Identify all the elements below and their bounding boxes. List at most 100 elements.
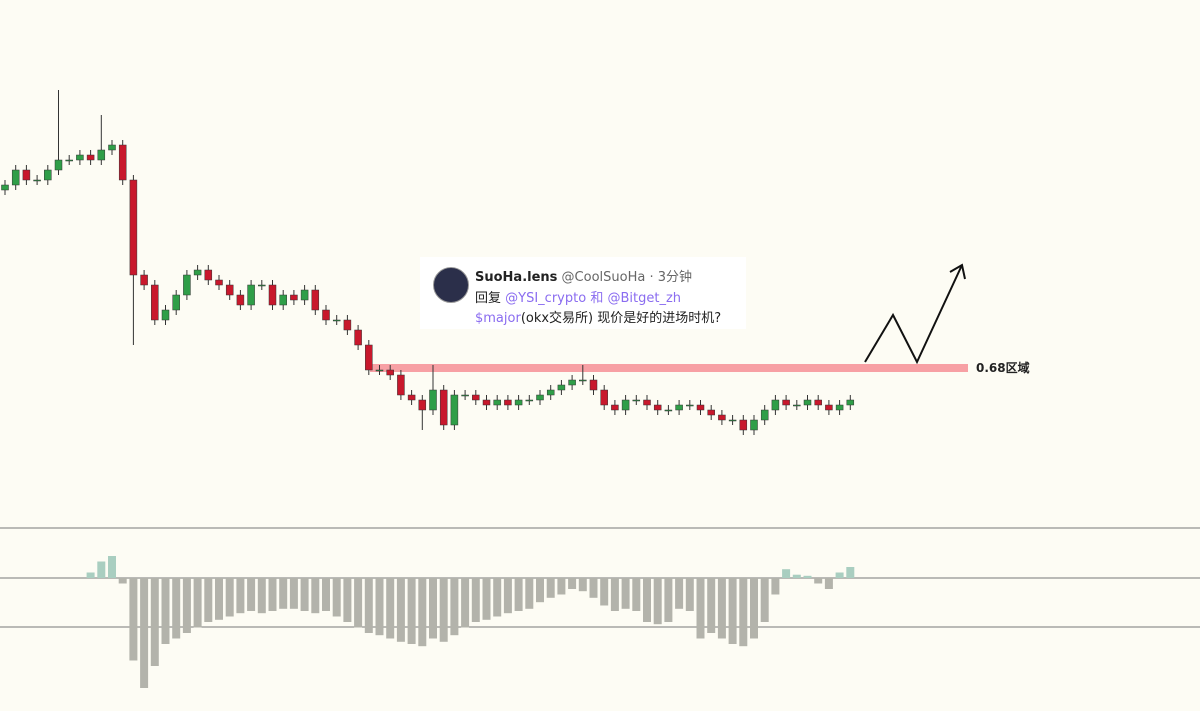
candle-body [108,144,116,151]
candle-body [514,399,523,406]
candle-body [118,144,127,181]
histogram-bar [429,578,437,639]
histogram-bar [846,567,855,578]
histogram-bar [664,578,673,622]
candle-body [546,389,555,396]
histogram-bar [503,578,512,614]
histogram-bar [257,578,266,614]
candle-body [33,179,41,182]
candle-body [386,369,394,376]
candle-body [44,169,52,181]
candle-body [568,379,576,386]
histogram-bar [364,578,373,633]
candle-body [332,319,341,322]
histogram-bar [418,578,427,647]
tweet-card: SuoHa.lens @CoolSuoHa · 3分钟 回复 @YSI_cryp… [420,257,746,329]
histogram-bar [182,578,191,633]
candle-body [600,389,608,406]
tweet-text: (okx交易所) 现价是好的进场时机? [520,311,722,326]
histogram-bar [803,575,812,578]
histogram-bar [450,578,459,636]
candle-body [204,269,213,281]
candle-body [397,374,405,396]
histogram-bar [407,578,416,644]
candle-body [65,159,73,162]
reply-line: 回复 @YSI_crypto 和 @Bitget_zh [475,287,681,306]
histogram-bar [439,578,448,642]
candle-body [750,419,758,431]
candle-body [97,149,106,161]
candle-body [11,169,20,186]
histogram-bar [471,578,480,622]
mention[interactable]: @YSI_crypto [505,291,587,306]
candle-body [632,399,641,402]
histogram-bar [717,578,726,639]
histogram-bar [332,578,341,617]
candle-body [621,399,630,411]
candle-body [151,284,159,321]
histogram-bar [739,578,748,647]
histogram-bar [653,578,662,625]
candle-body [579,379,587,382]
candle-body [696,404,705,411]
mention[interactable]: @Bitget_zh [607,291,682,306]
candle-body [300,289,309,301]
histogram-bar [546,578,555,598]
histogram-bar [311,578,320,614]
candle-body [525,399,534,402]
candle-body [825,404,833,411]
histogram-bar [247,578,256,611]
histogram-bar [525,578,534,609]
histogram-bar [140,578,149,688]
candle-body [461,394,469,397]
candle-body [322,309,330,321]
histogram-bar [771,578,780,595]
histogram-bar [696,578,705,639]
histogram-bar [172,578,181,639]
tweet-header: SuoHa.lens @CoolSuoHa · 3分钟 [475,266,692,285]
candle-body [225,284,234,296]
user-handle[interactable]: @CoolSuoHa · 3分钟 [561,270,692,285]
histogram-bar [589,578,598,598]
histogram-bar [86,572,95,578]
histogram-bar [610,578,619,611]
candle-body [675,404,683,411]
histogram-bar [782,569,791,578]
histogram-bar [279,578,288,609]
candle-body [846,399,855,406]
candle-body [183,274,191,296]
histogram-bar [236,578,245,614]
histogram-bar [578,578,587,592]
histogram-bar [728,578,737,644]
user-name[interactable]: SuoHa.lens [475,270,558,285]
candle-body [707,409,715,416]
candle-body [782,399,790,406]
avatar [433,267,469,303]
histogram-bar [461,578,470,628]
candle-body [161,309,170,321]
candle-body [22,169,31,181]
candle-body [268,284,277,306]
histogram-bar [343,578,352,622]
histogram-bar [204,578,213,622]
candle-body [589,379,598,391]
histogram-bar [536,578,544,603]
candle-body [365,344,373,371]
candle-body [493,399,501,406]
candle-body [728,419,737,422]
ticker[interactable]: $major [475,311,521,326]
candle-body [247,284,255,306]
histogram-bar [750,578,758,639]
candle-body [193,269,202,276]
histogram-bar [685,578,694,611]
candle-body [1,184,9,191]
candle-body [215,279,223,286]
histogram-bar [557,578,566,595]
candle-body [653,404,662,411]
candle-body [407,394,416,401]
candle-body [54,159,63,171]
candle-body [771,399,780,411]
candle-body [686,404,694,407]
histogram-bar [108,556,116,578]
histogram-bar [835,572,844,578]
